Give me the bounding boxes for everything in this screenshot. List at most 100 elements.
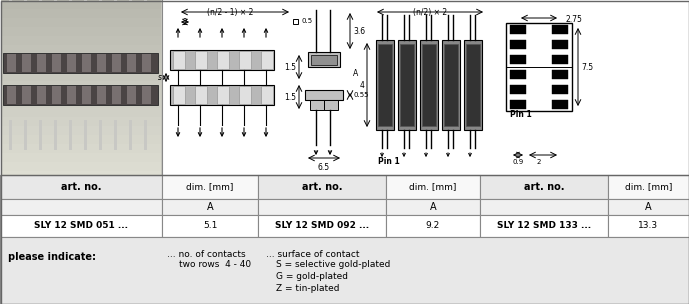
Text: (n/2) × 2: (n/2) × 2 xyxy=(413,8,447,17)
Bar xyxy=(1,54,161,63)
Bar xyxy=(129,0,132,2)
Bar xyxy=(1,45,161,54)
Bar xyxy=(480,215,608,237)
Bar xyxy=(442,40,460,130)
Text: 2: 2 xyxy=(183,18,187,27)
Bar xyxy=(376,40,394,130)
Bar xyxy=(1,171,161,180)
Bar xyxy=(52,54,61,72)
Bar xyxy=(261,86,273,104)
Bar xyxy=(97,86,106,104)
Bar xyxy=(1,90,161,99)
Bar xyxy=(510,85,526,94)
Bar xyxy=(1,81,161,90)
Text: 6.5: 6.5 xyxy=(318,164,330,172)
Text: SLY 12 SMD 051 ...: SLY 12 SMD 051 ... xyxy=(34,222,128,230)
Bar xyxy=(1,72,161,81)
Bar xyxy=(99,120,102,150)
Bar xyxy=(22,86,31,104)
Bar xyxy=(97,54,106,72)
Text: two rows  4 - 40: two rows 4 - 40 xyxy=(179,260,251,269)
Bar xyxy=(1,108,161,117)
Text: Z = tin-plated: Z = tin-plated xyxy=(276,284,340,293)
Bar xyxy=(162,215,258,237)
Bar xyxy=(466,44,480,126)
Bar xyxy=(552,25,568,34)
Bar xyxy=(1,175,688,303)
Text: 2: 2 xyxy=(537,159,541,165)
Bar xyxy=(0,215,162,237)
Bar xyxy=(195,86,207,104)
Bar xyxy=(386,215,480,237)
Bar xyxy=(239,86,251,104)
Bar xyxy=(217,51,229,69)
Text: A: A xyxy=(207,202,214,212)
Bar xyxy=(112,54,121,72)
Bar xyxy=(7,86,16,104)
Bar xyxy=(144,0,147,2)
Text: 0.55: 0.55 xyxy=(353,92,369,98)
Bar xyxy=(9,0,12,2)
Text: SLY 12 SMD 092 ...: SLY 12 SMD 092 ... xyxy=(275,222,369,230)
Bar xyxy=(54,120,57,150)
Text: A: A xyxy=(430,202,436,212)
Bar xyxy=(464,40,482,130)
Bar xyxy=(142,54,151,72)
Bar xyxy=(1,153,161,162)
Bar xyxy=(1,18,161,27)
Bar xyxy=(37,86,46,104)
Bar xyxy=(1,117,161,126)
Bar xyxy=(69,0,72,2)
Bar xyxy=(311,55,337,65)
Text: 4: 4 xyxy=(359,81,364,89)
Bar xyxy=(1,36,161,45)
Bar xyxy=(1,99,161,108)
Bar xyxy=(39,0,42,2)
Bar xyxy=(480,199,608,215)
Text: art. no.: art. no. xyxy=(61,182,101,192)
Bar xyxy=(386,175,480,199)
Bar xyxy=(3,85,158,105)
Bar xyxy=(308,52,340,67)
Bar xyxy=(162,199,258,215)
Bar xyxy=(324,100,338,110)
Bar xyxy=(239,51,251,69)
Bar xyxy=(39,120,42,150)
Text: Pin 1: Pin 1 xyxy=(510,110,532,119)
Text: art. no.: art. no. xyxy=(524,182,564,192)
Bar xyxy=(0,199,162,215)
Bar xyxy=(129,120,132,150)
Bar xyxy=(170,50,274,70)
Text: Pin 1: Pin 1 xyxy=(378,157,400,167)
Bar xyxy=(112,86,121,104)
Bar xyxy=(69,120,72,150)
Bar xyxy=(261,51,273,69)
Bar xyxy=(24,120,27,150)
Bar xyxy=(84,0,87,2)
Text: art. no.: art. no. xyxy=(302,182,342,192)
Bar xyxy=(310,100,324,110)
Bar xyxy=(1,63,161,72)
Bar xyxy=(82,86,91,104)
Bar xyxy=(3,53,158,73)
Text: 3.6: 3.6 xyxy=(353,26,365,36)
Bar xyxy=(37,54,46,72)
Bar xyxy=(114,0,117,2)
Bar xyxy=(0,237,689,304)
Bar xyxy=(0,175,162,199)
Bar xyxy=(398,40,416,130)
Bar xyxy=(552,100,568,109)
Text: 13.3: 13.3 xyxy=(639,222,659,230)
Bar xyxy=(510,25,526,34)
Bar xyxy=(510,40,526,49)
Bar xyxy=(114,120,117,150)
Bar xyxy=(293,19,298,24)
Bar xyxy=(422,44,436,126)
Text: dim. [mm]: dim. [mm] xyxy=(625,182,672,192)
Text: 2.75: 2.75 xyxy=(565,15,582,24)
Bar xyxy=(144,120,147,150)
Bar xyxy=(400,44,414,126)
Bar xyxy=(608,175,689,199)
Bar xyxy=(444,44,458,126)
Text: (n/2 - 1) × 2: (n/2 - 1) × 2 xyxy=(207,8,253,17)
